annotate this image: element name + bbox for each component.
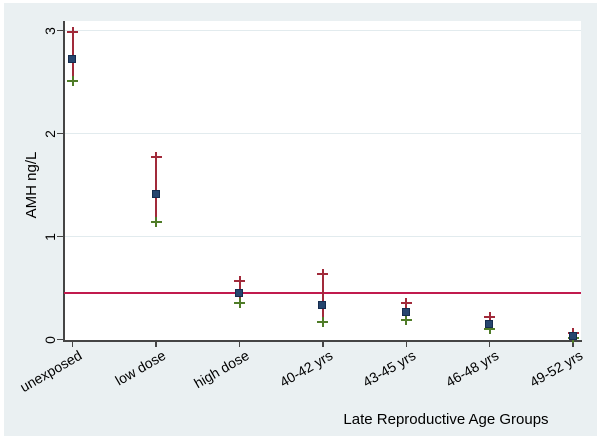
error-bar-cap-lower-cross	[488, 324, 491, 335]
point-estimate-marker	[485, 319, 494, 328]
x-tick	[322, 341, 324, 347]
error-bar-cap-upper-cross	[405, 298, 408, 309]
y-tick-label: 3	[42, 26, 58, 35]
error-bar-cap-lower-cross	[71, 75, 74, 86]
error-bar-cap-lower-cross	[321, 316, 324, 327]
y-tick-label: 2	[42, 129, 58, 138]
gridline	[64, 133, 581, 134]
y-axis-line	[63, 21, 65, 341]
point-estimate-marker	[151, 189, 160, 198]
point-estimate-marker	[318, 301, 327, 309]
x-tick	[238, 341, 241, 347]
point-estimate-marker	[68, 54, 77, 63]
x-tick	[71, 341, 74, 347]
point-estimate-marker	[401, 308, 410, 317]
error-bar-cap-lower-cross	[405, 314, 408, 325]
y-tick	[57, 235, 63, 238]
error-bar-cap-upper-cross	[71, 26, 74, 37]
error-bar-cap-upper-cross	[238, 275, 241, 286]
x-axis-title: Late Reproductive Age Groups	[343, 411, 549, 428]
y-tick-label: 0	[42, 335, 58, 344]
x-axis-line	[63, 340, 582, 342]
point-estimate-marker	[235, 288, 243, 297]
y-tick-label: 1	[42, 232, 58, 241]
error-bar-cap-lower-cross	[238, 298, 241, 309]
y-tick	[57, 338, 63, 341]
error-bar-cap-upper-cross	[155, 152, 158, 163]
error-bar-line	[321, 273, 324, 322]
y-tick	[57, 132, 63, 135]
gridline	[64, 236, 581, 237]
x-tick	[572, 341, 574, 347]
x-tick	[488, 341, 491, 347]
y-tick	[57, 29, 63, 32]
x-tick	[155, 341, 157, 347]
error-bar-cap-upper-cross	[321, 268, 324, 279]
x-tick	[405, 341, 408, 347]
point-estimate-marker	[568, 331, 577, 340]
gridline	[64, 30, 581, 31]
y-axis-title: AMH ng/L	[22, 151, 40, 219]
error-bar-line	[155, 157, 158, 223]
error-bar-cap-lower-cross	[155, 217, 158, 228]
error-bar-cap-upper-cross	[488, 311, 491, 322]
